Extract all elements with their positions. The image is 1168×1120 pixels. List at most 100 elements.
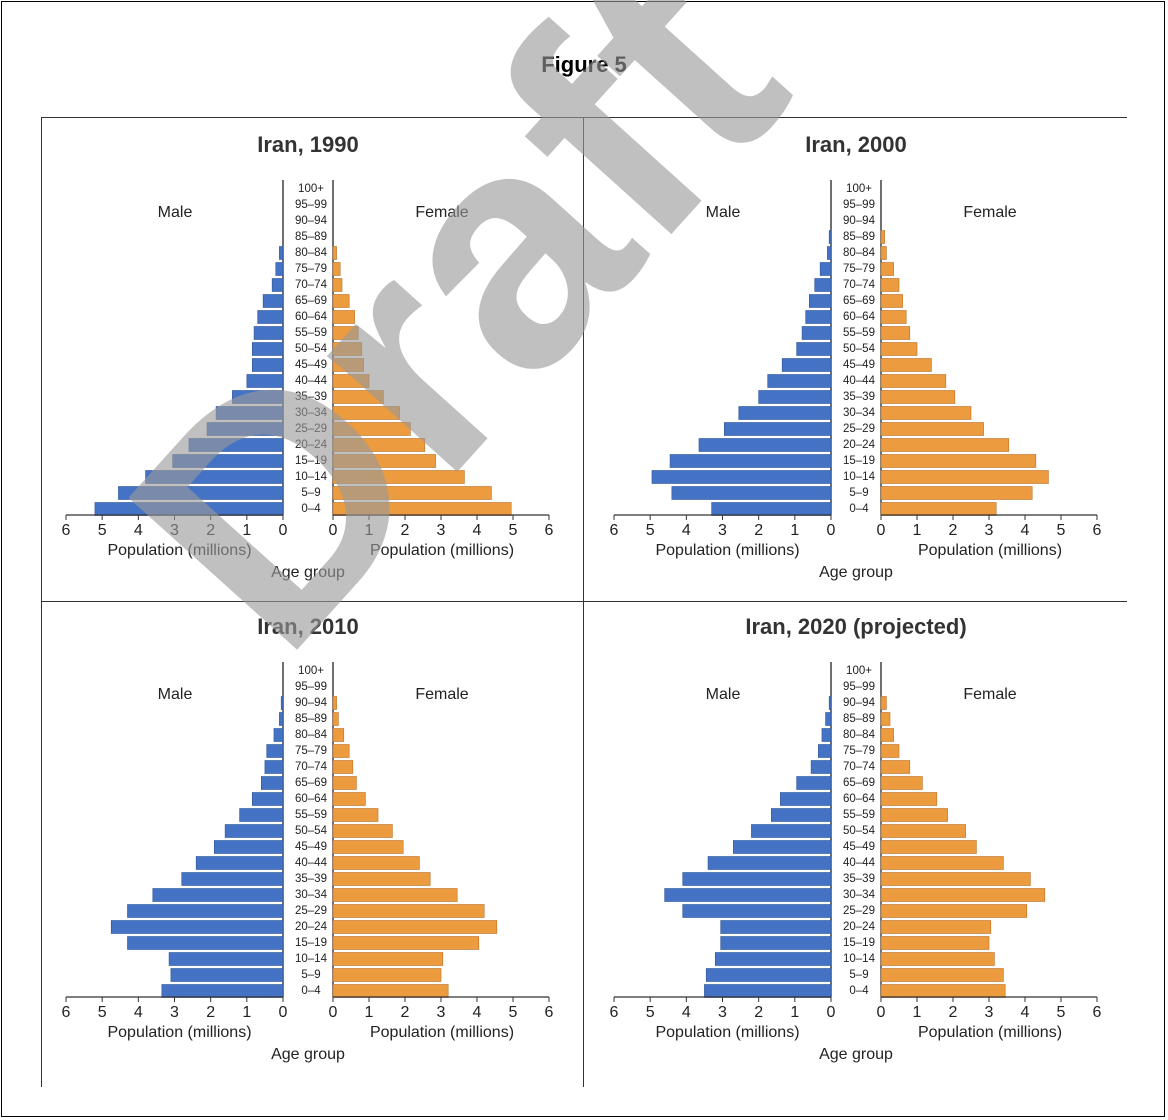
- female-bar: [880, 920, 992, 934]
- female-bar: [880, 294, 903, 308]
- male-bar: [232, 390, 284, 404]
- male-bar: [251, 342, 284, 356]
- male-bar: [246, 374, 284, 388]
- female-bar: [880, 390, 956, 404]
- chart-grid: [41, 117, 1127, 1087]
- female-bar: [880, 904, 1028, 918]
- right-x-tick-label: 2: [401, 1004, 410, 1021]
- female-bar: [332, 904, 485, 918]
- male-bar: [118, 486, 284, 500]
- female-bar: [880, 728, 894, 742]
- male-bar: [266, 744, 284, 758]
- female-bar: [332, 486, 492, 500]
- male-bar: [275, 262, 284, 276]
- male-bar: [213, 840, 284, 854]
- age-group-label: 0–4: [301, 985, 321, 997]
- frame-center-line: [583, 117, 584, 1087]
- female-bar: [880, 792, 938, 806]
- right-x-tick-label: 4: [1021, 1004, 1030, 1021]
- male-label: Male: [158, 204, 193, 221]
- male-bar: [818, 744, 832, 758]
- age-group-label: 75–79: [295, 745, 327, 757]
- age-group-label: 85–89: [843, 231, 875, 243]
- left-x-axis-title: Population (millions): [107, 1024, 251, 1041]
- left-x-tick-label: 0: [279, 522, 288, 539]
- female-bar: [880, 374, 947, 388]
- male-bar: [195, 856, 284, 870]
- male-bar: [94, 502, 284, 516]
- male-bar: [810, 760, 832, 774]
- female-bar: [332, 262, 341, 276]
- male-bar: [262, 294, 284, 308]
- right-x-tick-label: 0: [329, 1004, 338, 1021]
- right-x-tick-label: 6: [545, 1004, 554, 1021]
- female-bar: [880, 262, 894, 276]
- male-bar: [271, 278, 284, 292]
- male-bar: [206, 422, 284, 436]
- female-bar: [332, 712, 339, 726]
- age-group-label: 90–94: [843, 697, 876, 709]
- age-group-label: 85–89: [843, 713, 875, 725]
- male-bar: [280, 696, 284, 710]
- right-x-tick-label: 6: [1093, 522, 1102, 539]
- female-bar: [880, 470, 1049, 484]
- male-bar: [145, 470, 284, 484]
- age-group-label: 40–44: [843, 857, 876, 869]
- female-bar: [332, 856, 420, 870]
- age-group-label: 90–94: [295, 697, 328, 709]
- age-group-label: 70–74: [295, 279, 328, 291]
- age-group-label: 20–24: [295, 921, 328, 933]
- age-group-label: 45–49: [295, 359, 327, 371]
- left-x-tick-label: 2: [754, 522, 763, 539]
- female-bar: [332, 952, 444, 966]
- age-group-label: 95–99: [295, 681, 327, 693]
- female-bar: [332, 984, 449, 998]
- male-bar: [711, 502, 832, 516]
- age-group-label: 25–29: [295, 423, 327, 435]
- male-bar: [239, 808, 284, 822]
- female-bar: [332, 374, 370, 388]
- left-x-tick-label: 6: [610, 1004, 619, 1021]
- left-x-tick-label: 5: [98, 1004, 107, 1021]
- right-x-tick-label: 3: [985, 522, 994, 539]
- male-bar: [170, 968, 284, 982]
- age-group-label: 50–54: [295, 343, 328, 355]
- male-bar: [253, 326, 284, 340]
- male-bar: [257, 310, 284, 324]
- left-x-tick-label: 6: [62, 522, 71, 539]
- male-bar: [805, 310, 832, 324]
- male-bar: [279, 712, 284, 726]
- right-x-tick-label: 3: [985, 1004, 994, 1021]
- female-bar: [880, 454, 1037, 468]
- female-label: Female: [415, 204, 468, 221]
- male-bar: [215, 406, 284, 420]
- age-group-label: 95–99: [843, 199, 875, 211]
- female-bar: [332, 968, 442, 982]
- female-bar: [880, 744, 900, 758]
- age-group-label: 55–59: [295, 327, 327, 339]
- male-bar: [714, 952, 832, 966]
- chart-title: Iran, 2020 (projected): [745, 614, 966, 639]
- female-bar: [880, 824, 966, 838]
- female-bar: [880, 326, 911, 340]
- left-x-tick-label: 5: [646, 1004, 655, 1021]
- male-bar: [168, 952, 284, 966]
- female-bar: [880, 486, 1033, 500]
- left-x-tick-label: 4: [134, 522, 143, 539]
- age-group-label: 20–24: [295, 439, 328, 451]
- age-group-label: 30–34: [843, 889, 876, 901]
- age-group-label: 30–34: [295, 889, 328, 901]
- male-bar: [781, 358, 832, 372]
- male-bar: [758, 390, 832, 404]
- male-bar: [251, 792, 284, 806]
- right-x-axis-title: Population (millions): [370, 1024, 514, 1041]
- male-bar: [720, 920, 832, 934]
- left-x-tick-label: 4: [682, 522, 691, 539]
- female-bar: [332, 502, 512, 516]
- right-x-tick-label: 1: [913, 1004, 922, 1021]
- age-group-label: 45–49: [843, 359, 875, 371]
- age-group-axis-title: Age group: [819, 1046, 893, 1063]
- age-group-label: 65–69: [843, 777, 875, 789]
- female-bar: [332, 840, 404, 854]
- male-label: Male: [706, 686, 741, 703]
